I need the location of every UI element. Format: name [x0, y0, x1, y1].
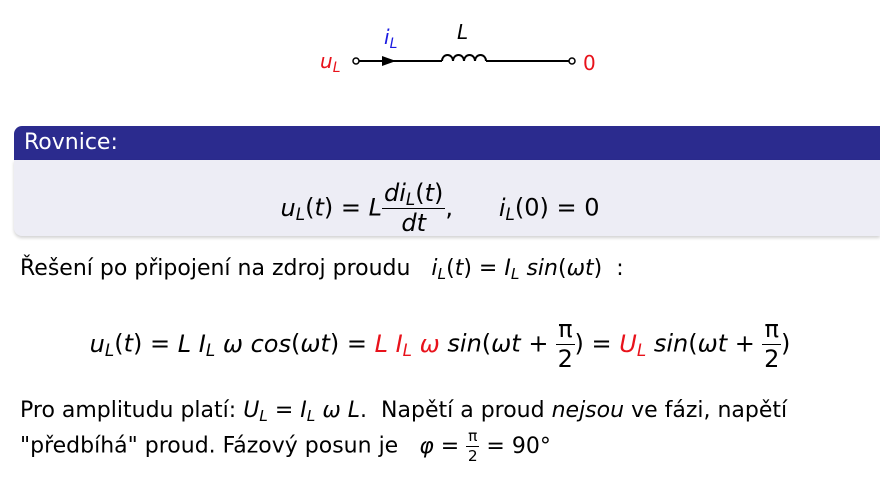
inductor-coil	[441, 54, 487, 62]
voltage-solution-equation: uL(t) = L IL ω cos(ωt) = L IL ω sin(ωt +…	[89, 315, 791, 373]
phase-shift-text: "předbíhá" proud. Fázový posun je	[20, 433, 399, 459]
solution-intro-text: Řešení po připojení na zdroj proudu	[20, 256, 411, 281]
current-arrow	[382, 56, 396, 66]
equations-block-body	[14, 160, 880, 236]
amplitude-intro: Pro amplitudu platí:	[20, 398, 237, 423]
phase-text-a: Napětí a proud	[381, 398, 545, 423]
inductor-label: L	[457, 20, 468, 44]
ground-label: 0	[583, 51, 596, 75]
current-label: iL	[384, 25, 397, 52]
phase-text-emphasis: nejsou	[551, 398, 625, 423]
equations-block-header: Rovnice:	[14, 126, 880, 160]
amplitude-line: Pro amplitudu platí: UL = IL ω L. Napětí…	[20, 398, 788, 425]
ground-terminal	[568, 57, 576, 65]
voltage-label: uL	[320, 49, 341, 76]
phase-text-b: ve fázi, napětí	[631, 398, 788, 423]
input-terminal	[352, 57, 360, 65]
inductor-circuit-diagram: uL iL L 0	[320, 20, 596, 76]
phase-shift-value: 90°	[511, 433, 551, 459]
block-title: Rovnice:	[24, 130, 118, 155]
solution-intro-line: Řešení po připojení na zdroj proudu iL(t…	[20, 256, 624, 283]
